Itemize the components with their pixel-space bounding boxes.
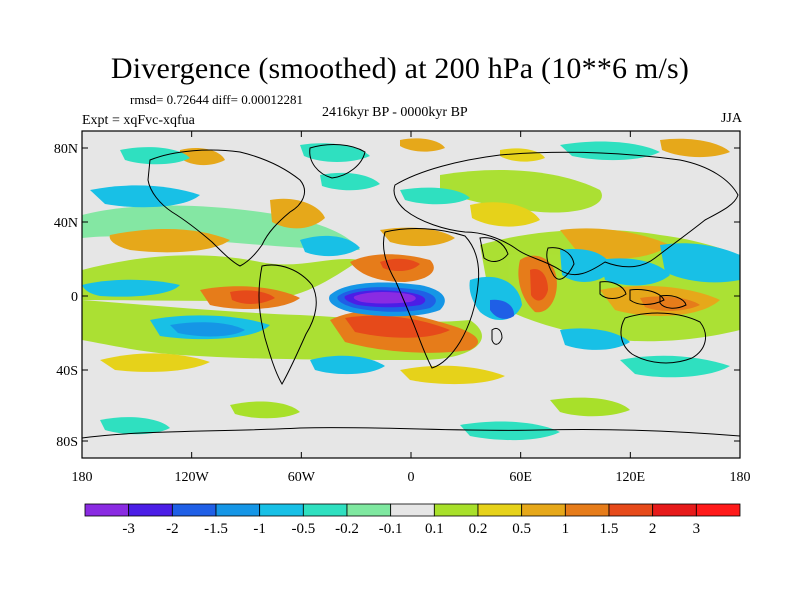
- experiment-label: Expt = xqFvc-xqfua: [82, 113, 195, 128]
- lon-tick-label: 60E: [509, 470, 532, 485]
- colorbar-swatch: [695, 503, 741, 517]
- colorbar-label: 0.5: [512, 521, 531, 537]
- lat-tick-label: 80N: [54, 142, 78, 157]
- colorbar-label: 1.5: [600, 521, 619, 537]
- colorbar-swatch: [346, 503, 392, 517]
- colorbar-swatch: [608, 503, 654, 517]
- longitude-axis: 180 120W 60W 0 60E 120E 180: [72, 131, 751, 485]
- colorbar-swatch: [302, 503, 348, 517]
- colorbar-swatch: [652, 503, 697, 517]
- colorbar-swatch: [477, 503, 523, 517]
- season-label: JJA: [720, 111, 742, 126]
- colorbar: -3 -2 -1.5 -1 -0.5 -0.2 -0.1 0.1 0.2 0.5 1 1.5 2 3: [84, 503, 741, 537]
- colorbar-swatch: [215, 503, 261, 517]
- divergence-field: [82, 131, 740, 458]
- colorbar-label: -0.1: [379, 521, 403, 537]
- lon-tick-label: 180: [72, 470, 93, 485]
- lon-tick-label: 0: [408, 470, 415, 485]
- colorbar-swatch: [564, 503, 610, 517]
- colorbar-label: -3: [122, 521, 135, 537]
- stats-text: rmsd= 0.72644 diff= 0.00012281: [130, 92, 303, 107]
- lon-tick-label: 120W: [175, 470, 210, 485]
- colorbar-swatch: [128, 503, 173, 517]
- lat-tick-label: 0: [71, 290, 78, 305]
- colorbar-label: -0.5: [291, 521, 315, 537]
- colorbar-label: -2: [166, 521, 179, 537]
- latitude-axis: 80N 40N 0 40S 80S: [54, 142, 740, 450]
- colorbar-swatch: [433, 503, 479, 517]
- lat-tick-label: 80S: [56, 435, 78, 450]
- colorbar-swatch: [259, 503, 304, 517]
- colorbar-label: -1: [253, 521, 266, 537]
- colorbar-swatch: [84, 503, 130, 517]
- lat-tick-label: 40N: [54, 216, 78, 231]
- colorbar-label: 3: [693, 521, 701, 537]
- period-label: 2416kyr BP - 0000kyr BP: [322, 105, 468, 120]
- colorbar-label: 1: [562, 521, 570, 537]
- lon-tick-label: 120E: [616, 470, 646, 485]
- figure-title: Divergence (smoothed) at 200 hPa (10**6 …: [110, 52, 690, 85]
- colorbar-label: 0.1: [425, 521, 444, 537]
- lon-tick-label: 180: [730, 470, 751, 485]
- colorbar-label: -1.5: [204, 521, 228, 537]
- colorbar-label: -0.2: [335, 521, 359, 537]
- colorbar-swatch: [171, 503, 217, 517]
- coastlines: [82, 144, 740, 439]
- colorbar-swatch: [521, 503, 566, 517]
- lon-tick-label: 60W: [288, 470, 316, 485]
- colorbar-label: 2: [649, 521, 657, 537]
- colorbar-swatch: [390, 503, 435, 517]
- colorbar-label: 0.2: [469, 521, 488, 537]
- lat-tick-label: 40S: [56, 364, 78, 379]
